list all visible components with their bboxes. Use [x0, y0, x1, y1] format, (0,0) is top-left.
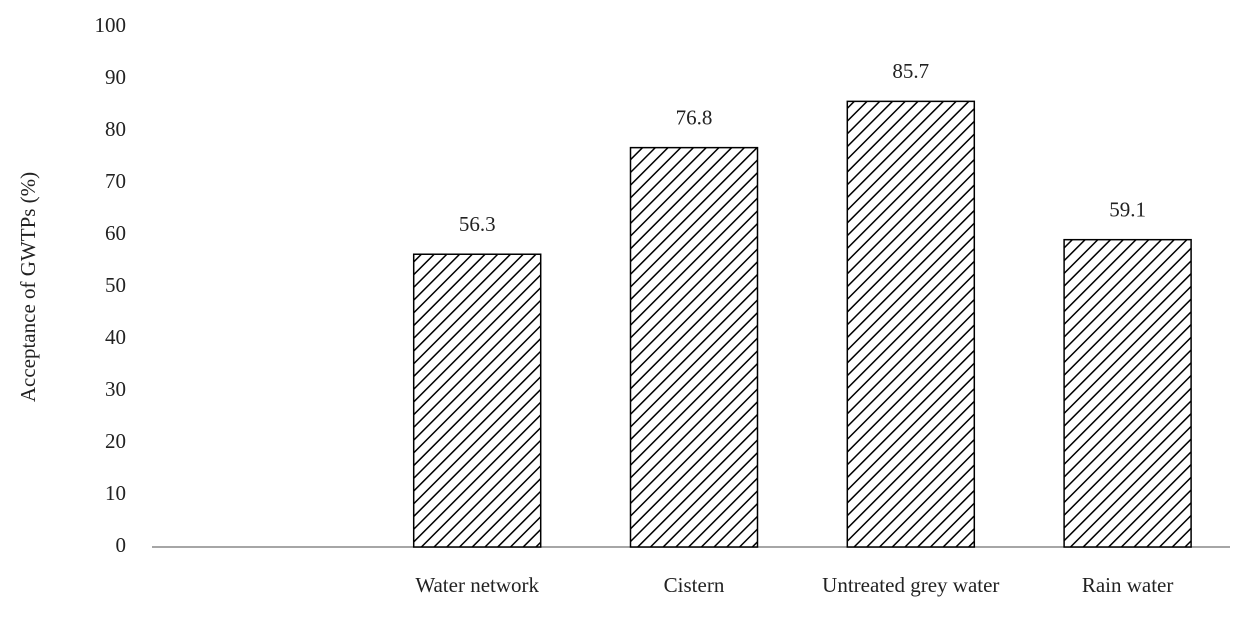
y-tick-label: 100	[95, 13, 127, 37]
bar	[629, 146, 759, 548]
x-tick-label: Untreated grey water	[822, 573, 1000, 597]
y-tick-label: 50	[105, 273, 126, 297]
y-tick-label: 70	[105, 169, 126, 193]
y-tick-label: 20	[105, 429, 126, 453]
y-tick-label: 30	[105, 377, 126, 401]
y-tick-label: 40	[105, 325, 126, 349]
x-tick-label: Rain water	[1081, 573, 1174, 597]
y-tick-label: 10	[105, 481, 126, 505]
x-tick-label: Water network	[415, 573, 540, 597]
y-tick-label: 0	[116, 533, 127, 557]
value-label: 76.8	[676, 105, 713, 129]
bar	[1063, 238, 1192, 548]
y-tick-label: 90	[105, 65, 126, 89]
value-label: 85.7	[892, 59, 929, 83]
bar	[412, 253, 542, 548]
y-axis-label: Acceptance of GWTPs (%)	[16, 172, 40, 402]
value-label: 59.1	[1109, 197, 1146, 221]
x-tick-label: Cistern	[663, 573, 725, 597]
bar	[846, 100, 976, 548]
value-label: 56.3	[459, 212, 496, 236]
y-tick-label: 60	[105, 221, 126, 245]
y-tick-label: 80	[105, 117, 126, 141]
